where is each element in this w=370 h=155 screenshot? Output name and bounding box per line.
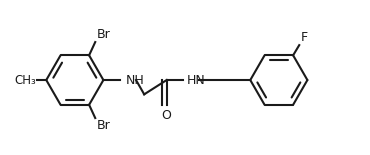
Text: F: F xyxy=(300,31,307,44)
Text: O: O xyxy=(162,109,172,122)
Text: Br: Br xyxy=(96,119,110,132)
Text: CH₃: CH₃ xyxy=(14,74,36,86)
Text: Br: Br xyxy=(96,28,110,41)
Text: HN: HN xyxy=(187,74,206,86)
Text: NH: NH xyxy=(126,74,145,86)
